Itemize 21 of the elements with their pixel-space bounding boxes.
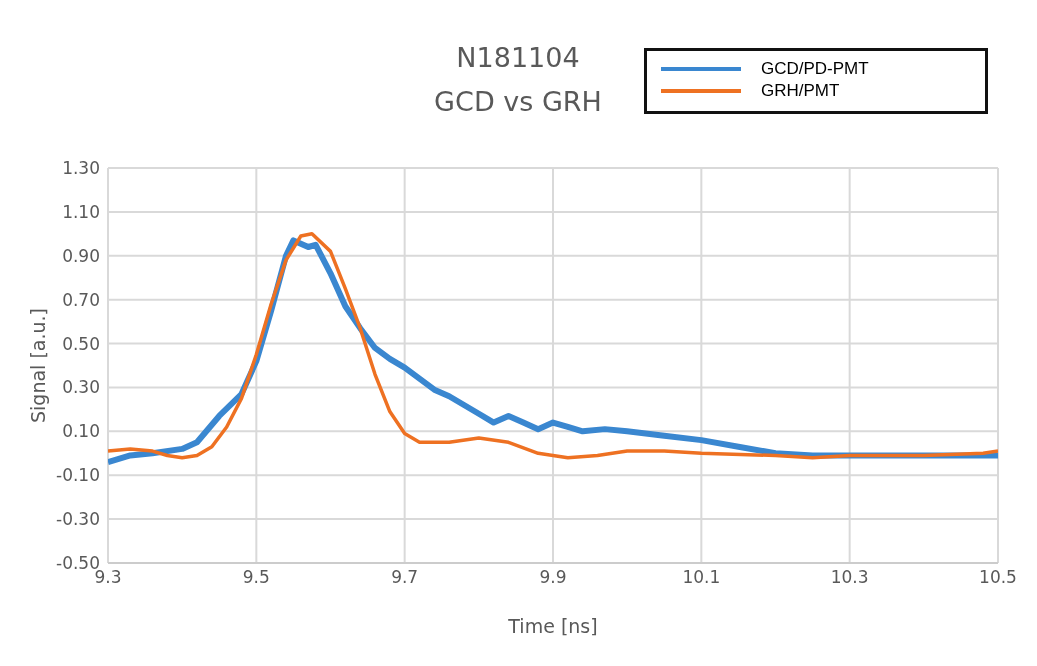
y-tick-label: 1.30: [62, 158, 100, 179]
legend-label: GRH/PMT: [761, 81, 840, 101]
y-tick-label: 0.10: [62, 421, 100, 442]
y-tick-label: 1.10: [62, 201, 100, 222]
x-tick-label: 10.3: [830, 567, 869, 588]
y-tick-label: 0.90: [62, 245, 100, 266]
y-tick-label: 0.30: [62, 377, 100, 398]
x-tick-label: 10.1: [682, 567, 721, 588]
y-axis-title: Signal [a.u.]: [26, 308, 49, 423]
x-tick-label: 9.7: [391, 567, 419, 588]
y-tick-label: 0.50: [62, 333, 100, 354]
y-tick-label: -0.10: [56, 465, 100, 486]
legend-label: GCD/PD-PMT: [761, 59, 869, 79]
x-axis-title: Time [ns]: [507, 615, 598, 637]
chart-subtitle: GCD vs GRH: [433, 85, 603, 119]
y-tick-label: 0.70: [62, 289, 100, 310]
x-tick-label: 10.5: [979, 567, 1017, 588]
y-tick-label: -0.30: [56, 509, 100, 530]
x-tick-label: 9.5: [242, 567, 270, 588]
x-tick-label: 9.9: [539, 567, 567, 588]
chart-title: N181104: [455, 41, 581, 75]
